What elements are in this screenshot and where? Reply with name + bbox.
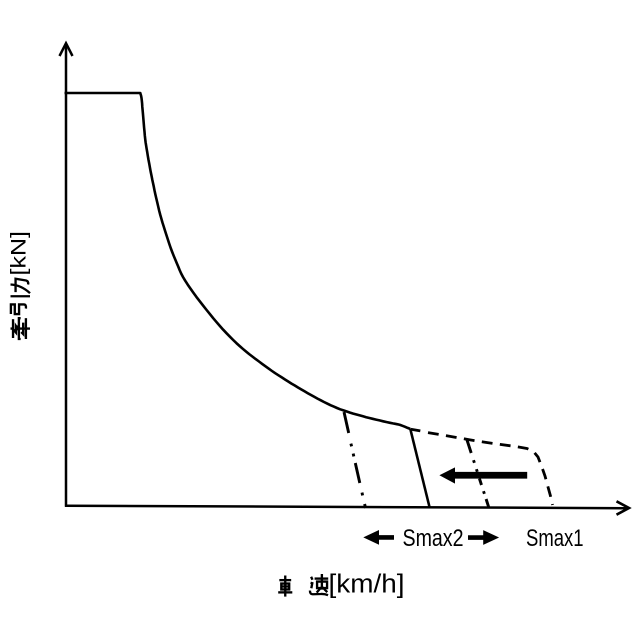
svg-text:Smax1: Smax1: [526, 525, 584, 552]
svg-text:[km/h]: [km/h]: [329, 570, 405, 598]
svg-text:[kN]: [kN]: [8, 231, 31, 276]
svg-text:Smax2: Smax2: [403, 525, 464, 552]
